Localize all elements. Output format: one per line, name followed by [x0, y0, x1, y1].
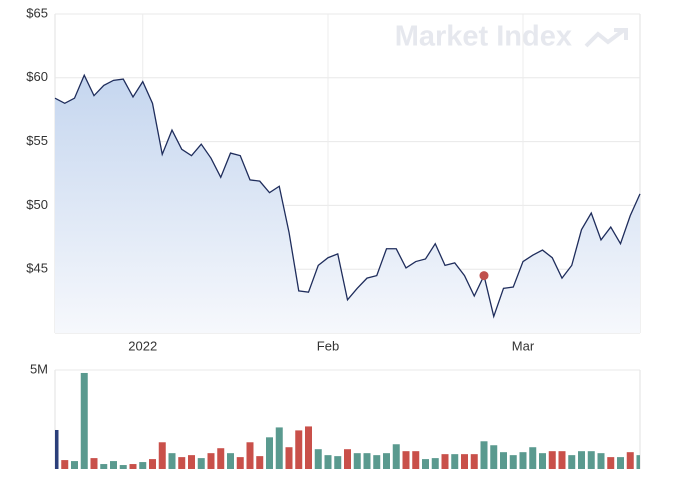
- y-tick-label: $60: [26, 69, 48, 84]
- volume-bar: [480, 441, 488, 469]
- volume-bar: [470, 454, 478, 469]
- x-tick-label: Feb: [317, 338, 339, 353]
- volume-bar: [129, 464, 137, 469]
- volume-bar: [236, 457, 244, 469]
- volume-bar: [285, 447, 293, 469]
- x-tick-label: 2022: [128, 338, 157, 353]
- volume-bar: [402, 451, 410, 469]
- volume-bar: [412, 451, 420, 469]
- volume-bar: [519, 452, 527, 469]
- y-tick-label: 5M: [30, 361, 48, 376]
- volume-bar: [636, 455, 640, 469]
- volume-bar: [168, 453, 176, 469]
- volume-bar: [217, 448, 225, 469]
- y-tick-label: $65: [26, 5, 48, 20]
- volume-bar: [100, 464, 108, 469]
- price-line: [54, 73, 641, 319]
- x-tick-label: Mar: [512, 338, 535, 353]
- y-tick-label: $45: [26, 261, 48, 276]
- volume-bar: [80, 372, 88, 469]
- volume-bar: [71, 461, 78, 469]
- volume-bar: [149, 459, 156, 469]
- volume-bar: [227, 453, 234, 469]
- volume-bar: [61, 460, 69, 469]
- volume-bar: [422, 459, 429, 469]
- volume-bar: [275, 427, 283, 469]
- volume-bar: [55, 429, 59, 469]
- volume-bar: [597, 453, 605, 469]
- volume-bar: [305, 426, 312, 469]
- volume-bar: [110, 461, 117, 469]
- volume-bar: [373, 455, 381, 469]
- volume-bar: [119, 465, 127, 469]
- volume-bar: [626, 452, 634, 469]
- volume-bar: [441, 454, 449, 469]
- volume-bar: [158, 442, 166, 469]
- volume-bar: [587, 451, 595, 469]
- volume-bar: [295, 430, 303, 469]
- volume-bar: [178, 457, 186, 469]
- volume-bar: [490, 445, 498, 469]
- volume-bar: [139, 462, 147, 469]
- watermark-icon: [584, 28, 626, 48]
- volume-bar: [568, 455, 576, 469]
- volume-bar: [607, 457, 615, 469]
- volume-bar: [314, 449, 322, 469]
- volume-bar: [188, 455, 195, 469]
- volume-bar: [90, 458, 98, 469]
- volume-bar: [617, 457, 624, 469]
- volume-bar: [558, 451, 566, 469]
- volume-bar: [266, 437, 273, 469]
- volume-bar: [353, 453, 361, 469]
- volume-bar: [461, 454, 468, 469]
- watermark: Market Index: [395, 21, 572, 53]
- volume-bar: [451, 454, 459, 469]
- volume-bar: [539, 453, 546, 469]
- volume-bar: [207, 453, 215, 469]
- volume-bar: [500, 452, 507, 469]
- volume-bar: [197, 458, 205, 469]
- watermark-icon: [614, 28, 628, 40]
- marker: [479, 271, 489, 281]
- area: [55, 75, 640, 334]
- volume-bar: [529, 447, 537, 469]
- volume-bar: [431, 458, 439, 469]
- volume-bar: [334, 456, 342, 469]
- volume-bar: [548, 451, 556, 469]
- volume-bar: [578, 451, 585, 469]
- volume-bar: [344, 449, 351, 469]
- volume-bar: [256, 456, 264, 469]
- volume-bar: [324, 455, 332, 469]
- volume-bar: [363, 453, 371, 469]
- y-tick-label: $55: [26, 133, 48, 148]
- volume-bar: [392, 444, 400, 469]
- volume-bar: [246, 442, 254, 469]
- y-tick-label: $50: [26, 197, 48, 212]
- volume-bar: [509, 455, 517, 469]
- volume-bar: [383, 453, 390, 469]
